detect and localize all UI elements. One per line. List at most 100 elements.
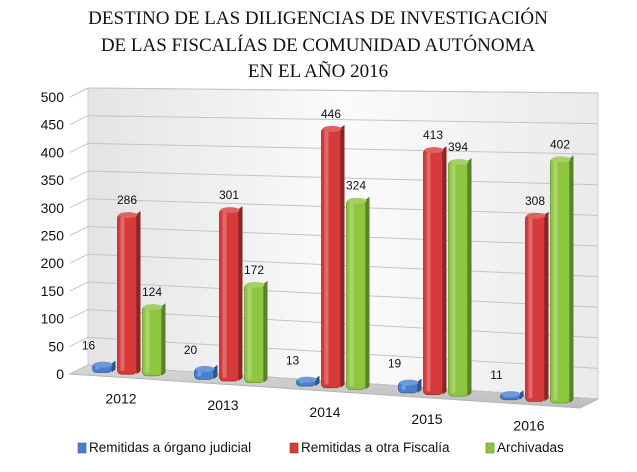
y-axis: 0 50 100 150 200 250 300 350 400 450 500	[41, 89, 65, 382]
y-tick-label: 450	[41, 117, 65, 133]
data-label: 286	[117, 193, 137, 207]
data-label: 11	[490, 368, 503, 382]
bar-top	[245, 281, 265, 288]
gridline-depth	[69, 87, 89, 98]
x-tick-label: 2014	[309, 404, 340, 420]
bar	[219, 206, 243, 382]
legend-label: Remitidas a órgano judicial	[89, 440, 251, 455]
y-tick-label: 300	[41, 200, 65, 216]
bar-top	[347, 197, 367, 204]
bar-top	[297, 376, 317, 383]
gridline-depth	[69, 336, 89, 347]
gridline	[87, 87, 599, 94]
bar-highlight	[95, 366, 100, 370]
bar	[296, 375, 320, 387]
bar-top	[551, 156, 571, 163]
x-axis: 2012 2013 2014 2015 2016	[105, 390, 544, 433]
bar-side	[136, 211, 141, 375]
bar	[142, 303, 166, 377]
bar-highlight	[145, 309, 150, 373]
y-tick-label: 50	[48, 338, 64, 354]
bar-side	[519, 390, 524, 400]
bar-side	[544, 211, 549, 402]
gridline-depth	[69, 364, 89, 375]
gridline-depth	[69, 198, 89, 209]
gridline-depth	[69, 115, 89, 126]
bar-highlight	[349, 202, 354, 387]
bar-top	[143, 304, 163, 311]
title-line-3: EN EL AÑO 2016	[248, 60, 388, 82]
gridline-depth	[69, 253, 89, 264]
data-label: 16	[82, 339, 96, 353]
bar-top	[399, 379, 419, 386]
bars: 16 286 124 20 301 172 13 446 324 19 413 394 11 308 402	[82, 107, 574, 404]
legend-item: Remitidas a otra Fiscalía	[289, 440, 450, 455]
bar-side	[417, 378, 422, 393]
y-tick-label: 150	[41, 283, 65, 299]
bar-highlight	[120, 217, 125, 372]
gridline-depth	[69, 281, 89, 292]
legend-item: Archivadas	[485, 440, 564, 455]
bar-top	[526, 212, 546, 219]
y-tick-label: 400	[41, 144, 65, 160]
data-label: 394	[448, 140, 468, 154]
gridline	[87, 115, 599, 125]
bar	[244, 280, 268, 384]
bar	[500, 390, 524, 401]
bar-highlight	[553, 161, 558, 401]
gridline-depth	[69, 142, 89, 153]
bar-highlight	[247, 286, 252, 380]
bar-highlight	[401, 384, 406, 390]
bar-top	[93, 361, 113, 368]
data-label: 402	[550, 137, 570, 151]
data-label: 301	[219, 188, 239, 202]
data-label: 308	[525, 194, 545, 208]
bar-highlight	[451, 163, 456, 394]
bar	[117, 211, 141, 375]
bar	[346, 196, 370, 390]
bar-side	[365, 196, 370, 390]
x-tick-label: 2016	[513, 418, 544, 434]
gridline-depth	[69, 226, 89, 236]
data-label: 413	[423, 128, 443, 142]
gridline-depth	[69, 170, 89, 181]
y-tick-label: 250	[41, 228, 65, 244]
title-line-2: DE LAS FISCALÍAS DE COMUNIDAD AUTÓNOMA	[101, 34, 536, 56]
legend-label: Archivadas	[497, 440, 564, 455]
bar-highlight	[324, 130, 329, 385]
bar-front	[321, 127, 341, 389]
y-tick-label: 350	[41, 172, 65, 188]
bar	[321, 124, 345, 389]
bar-front	[117, 213, 137, 375]
bar-side	[263, 280, 268, 383]
legend-swatch	[289, 442, 299, 454]
bar-front	[219, 208, 239, 382]
data-label: 13	[286, 354, 300, 368]
bar-side	[569, 155, 574, 404]
bar-side	[315, 375, 320, 387]
bar-top	[322, 125, 342, 132]
y-tick-label: 100	[41, 311, 65, 327]
y-tick-label: 200	[41, 255, 65, 271]
bar	[448, 157, 472, 397]
legend-swatch	[77, 442, 87, 454]
bar-front	[142, 305, 162, 377]
bar-side	[442, 146, 447, 395]
bar	[550, 155, 574, 404]
bar-front	[525, 214, 545, 402]
bar-side	[467, 157, 472, 397]
chart-title: DESTINO DE LAS DILIGENCIAS DE INVESTIGAC…	[88, 7, 548, 82]
bar	[398, 378, 422, 394]
legend: Remitidas a órgano judicial Remitidas a o…	[77, 440, 564, 455]
bar-top	[220, 207, 240, 214]
bar-front	[423, 148, 443, 395]
data-label: 19	[388, 357, 402, 371]
data-label: 124	[142, 285, 162, 299]
bar-side	[238, 206, 243, 381]
bar-highlight	[197, 370, 202, 377]
bar	[92, 360, 116, 373]
legend-item: Remitidas a órgano judicial	[77, 440, 251, 455]
legend-swatch	[485, 442, 495, 454]
bar-front	[550, 157, 570, 404]
